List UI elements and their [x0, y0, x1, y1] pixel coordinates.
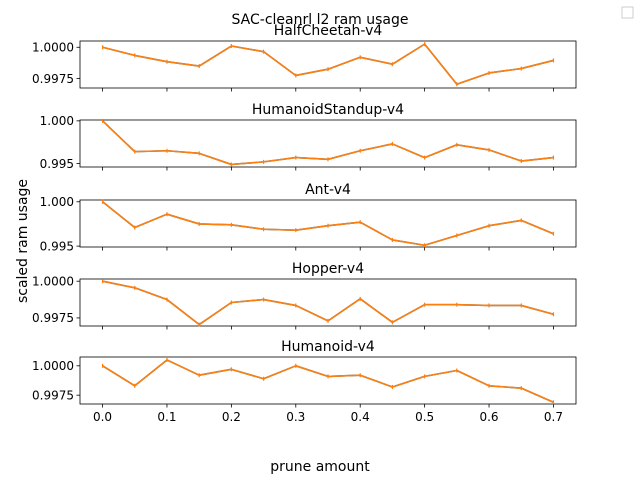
x-tick-label: 0.3	[286, 410, 305, 424]
subplot-title: Ant-v4	[305, 182, 351, 198]
subplot-title: Hopper-v4	[292, 261, 364, 277]
series-line-base	[102, 201, 554, 247]
y-tick-label: 0.995	[40, 157, 74, 171]
series-line	[102, 280, 554, 326]
plot-frame	[79, 40, 577, 89]
subplot-2: HumanoidStandup-v4 1.000 0.995	[40, 102, 577, 171]
subplot-title: Humanoid-v4	[281, 339, 375, 355]
y-tick-label: 1.0000	[32, 41, 74, 55]
y-tick-label: 0.995	[40, 239, 74, 253]
x-axis-label: prune amount	[270, 459, 370, 475]
x-tick-label: 0.2	[222, 410, 241, 424]
y-axis-label: scaled ram usage	[15, 179, 31, 303]
legend-box	[621, 6, 634, 19]
series-line	[102, 359, 554, 403]
subplot-1: HalfCheetah-v4 1.0000 0.9975	[32, 23, 577, 92]
x-tick-label: 0.7	[544, 410, 563, 424]
x-tick-label: 0.5	[415, 410, 434, 424]
y-tick-label: 0.9975	[32, 311, 74, 325]
x-tick-label: 0.0	[93, 410, 112, 424]
y-tick-label: 0.9975	[32, 72, 74, 86]
figure-title: SAC-cleanrl l2 ram usage	[232, 12, 409, 28]
x-tick-label: 0.4	[351, 410, 370, 424]
subplot-3: Ant-v4 1.000 0.995	[40, 182, 577, 253]
plot-frame	[79, 199, 577, 248]
series-line	[102, 201, 554, 247]
plot-frame	[79, 278, 577, 327]
series-line-base	[102, 43, 554, 86]
subplot-4: Hopper-v4 1.0000 0.9975	[32, 261, 577, 330]
subplot-title: HalfCheetah-v4	[274, 23, 383, 39]
y-tick-label: 0.9975	[32, 388, 74, 402]
y-tick-label: 1.000	[40, 114, 74, 128]
x-tick-label: 0.1	[157, 410, 176, 424]
plot-frame	[79, 356, 577, 405]
x-tick-label: 0.6	[479, 410, 498, 424]
y-tick-label: 1.0000	[32, 275, 74, 289]
plot-frame	[79, 119, 577, 168]
y-tick-label: 1.000	[40, 195, 74, 209]
series-line-base	[102, 359, 554, 403]
series-line	[102, 43, 554, 86]
subplot-title: HumanoidStandup-v4	[252, 102, 404, 118]
subplot-5: Humanoid-v4 1.0000 0.9975 0.0 0.1 0.2 0.3 0.4 0.…	[32, 339, 577, 424]
y-tick-label: 1.0000	[32, 359, 74, 373]
subplots: HalfCheetah-v4 1.0000 0.9975 HumanoidStandu…	[32, 23, 577, 424]
